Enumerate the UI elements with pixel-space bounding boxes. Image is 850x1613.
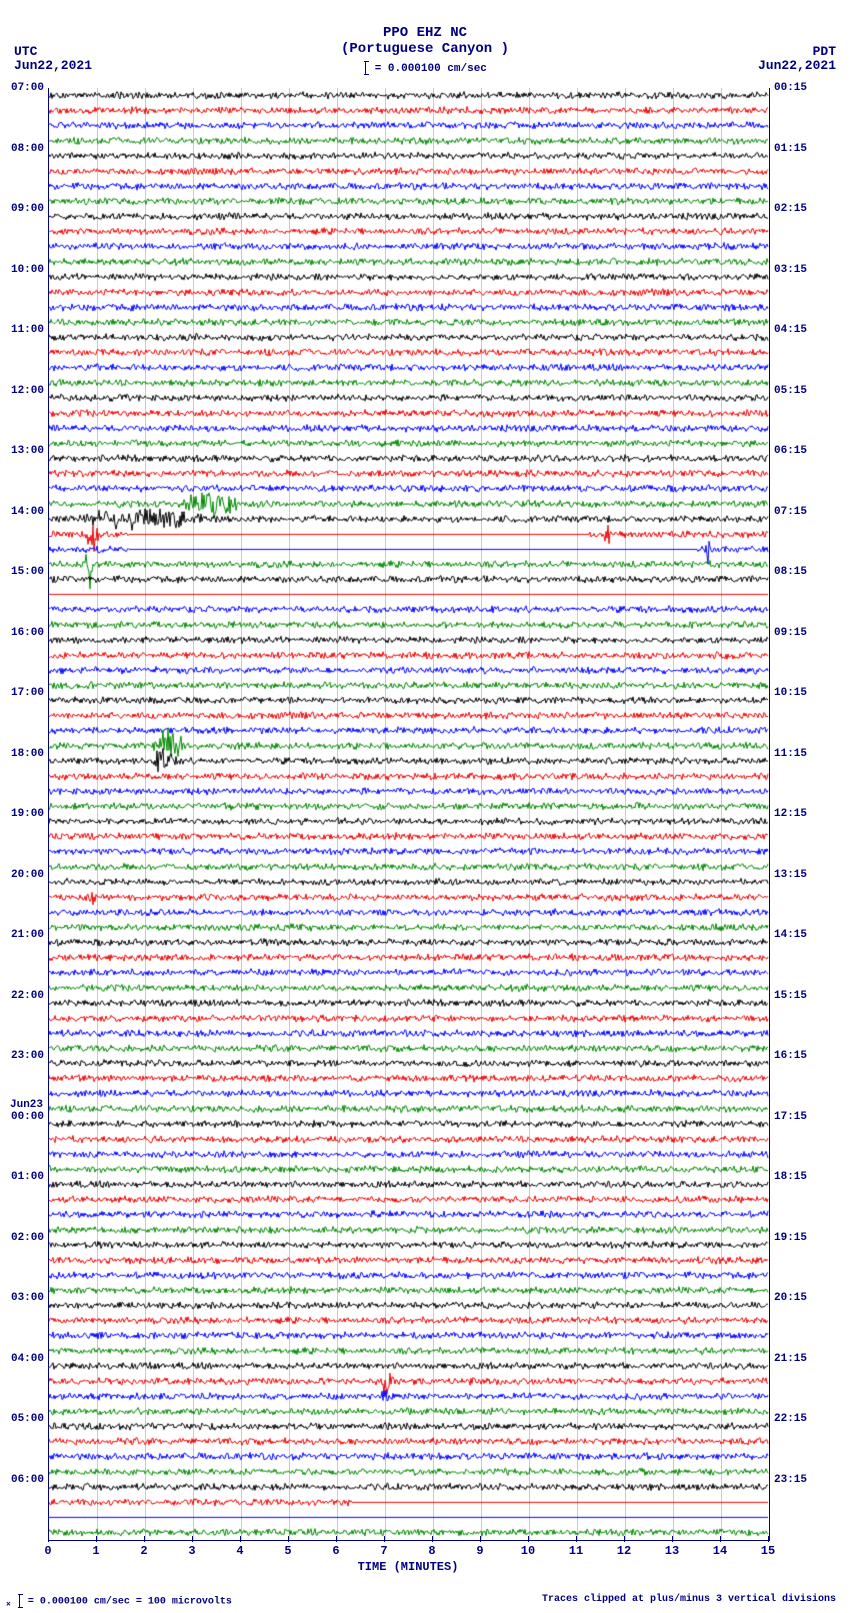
x-tick-label: 3 (188, 1544, 195, 1558)
x-tick-label: 14 (713, 1544, 727, 1558)
utc-time-label: 05:00 (2, 1413, 44, 1425)
pdt-time-label: 23:15 (774, 1474, 820, 1486)
utc-time-label: 04:00 (2, 1353, 44, 1365)
utc-time-label: 19:00 (2, 808, 44, 820)
x-tick-label: 2 (140, 1544, 147, 1558)
pdt-time-label: 14:15 (774, 929, 820, 941)
x-tick-label: 4 (236, 1544, 243, 1558)
utc-time-label: 07:00 (2, 82, 44, 94)
utc-time-label: 23:00 (2, 1050, 44, 1062)
utc-time-label: 16:00 (2, 627, 44, 639)
utc-time-label: 13:00 (2, 445, 44, 457)
pdt-time-label: 10:15 (774, 687, 820, 699)
x-tick-label: 0 (44, 1544, 51, 1558)
utc-time-label: 01:00 (2, 1171, 44, 1183)
utc-time-label: 21:00 (2, 929, 44, 941)
utc-time-label: 08:00 (2, 143, 44, 155)
utc-time-label: 18:00 (2, 748, 44, 760)
pdt-time-label: 11:15 (774, 748, 820, 760)
pdt-time-label: 20:15 (774, 1292, 820, 1304)
x-tick-label: 6 (332, 1544, 339, 1558)
pdt-time-label: 17:15 (774, 1111, 820, 1123)
pdt-time-label: 02:15 (774, 203, 820, 215)
pdt-time-label: 01:15 (774, 143, 820, 155)
pdt-time-label: 09:15 (774, 627, 820, 639)
pdt-time-label: 21:15 (774, 1353, 820, 1365)
utc-time-label: 15:00 (2, 566, 44, 578)
utc-time-label: 22:00 (2, 990, 44, 1002)
x-tick-label: 1 (92, 1544, 99, 1558)
pdt-time-label: 22:15 (774, 1413, 820, 1425)
pdt-time-label: 15:15 (774, 990, 820, 1002)
midnight-date-label: Jun23 (10, 1099, 43, 1111)
utc-time-label: 12:00 (2, 385, 44, 397)
pdt-time-label: 18:15 (774, 1171, 820, 1183)
x-tick-label: 9 (476, 1544, 483, 1558)
utc-time-label: 02:00 (2, 1232, 44, 1244)
x-tick-label: 8 (428, 1544, 435, 1558)
helicorder-plot (48, 88, 770, 1541)
utc-time-label: 17:00 (2, 687, 44, 699)
x-axis-title: TIME (MINUTES) (358, 1560, 459, 1574)
pdt-time-label: 04:15 (774, 324, 820, 336)
station-title: PPO EHZ NC (0, 0, 850, 41)
x-tick-label: 7 (380, 1544, 387, 1558)
utc-time-label: 10:00 (2, 264, 44, 276)
pdt-time-label: 08:15 (774, 566, 820, 578)
utc-time-label: 14:00 (2, 506, 44, 518)
x-tick-label: 11 (569, 1544, 583, 1558)
scale-bar-icon (19, 1594, 20, 1608)
utc-time-label: 00:00 (2, 1111, 44, 1123)
x-tick-label: 10 (521, 1544, 535, 1558)
pdt-time-label: 03:15 (774, 264, 820, 276)
x-axis: TIME (MINUTES) 0123456789101112131415 (48, 1540, 768, 1580)
utc-time-label: 06:00 (2, 1474, 44, 1486)
x-tick-label: 5 (284, 1544, 291, 1558)
pdt-time-label: 12:15 (774, 808, 820, 820)
pdt-time-label: 00:15 (774, 82, 820, 94)
x-tick-label: 12 (617, 1544, 631, 1558)
footer-left: × = 0.000100 cm/sec = 100 microvolts (6, 1594, 232, 1610)
utc-time-label: 03:00 (2, 1292, 44, 1304)
pdt-time-label: 19:15 (774, 1232, 820, 1244)
utc-time-label: 09:00 (2, 203, 44, 215)
helicorder-container: PPO EHZ NC (Portuguese Canyon ) = 0.0001… (0, 0, 850, 1613)
date-right: Jun22,2021 (758, 58, 836, 73)
x-tick-label: 15 (761, 1544, 775, 1558)
pdt-time-label: 06:15 (774, 445, 820, 457)
tz-left: UTC (14, 44, 37, 59)
tz-right: PDT (813, 44, 836, 59)
footer-right: Traces clipped at plus/minus 3 vertical … (542, 1594, 836, 1605)
pdt-time-label: 13:15 (774, 869, 820, 881)
pdt-time-label: 07:15 (774, 506, 820, 518)
utc-time-label: 11:00 (2, 324, 44, 336)
pdt-time-label: 05:15 (774, 385, 820, 397)
pdt-time-label: 16:15 (774, 1050, 820, 1062)
x-tick-label: 13 (665, 1544, 679, 1558)
utc-time-label: 20:00 (2, 869, 44, 881)
